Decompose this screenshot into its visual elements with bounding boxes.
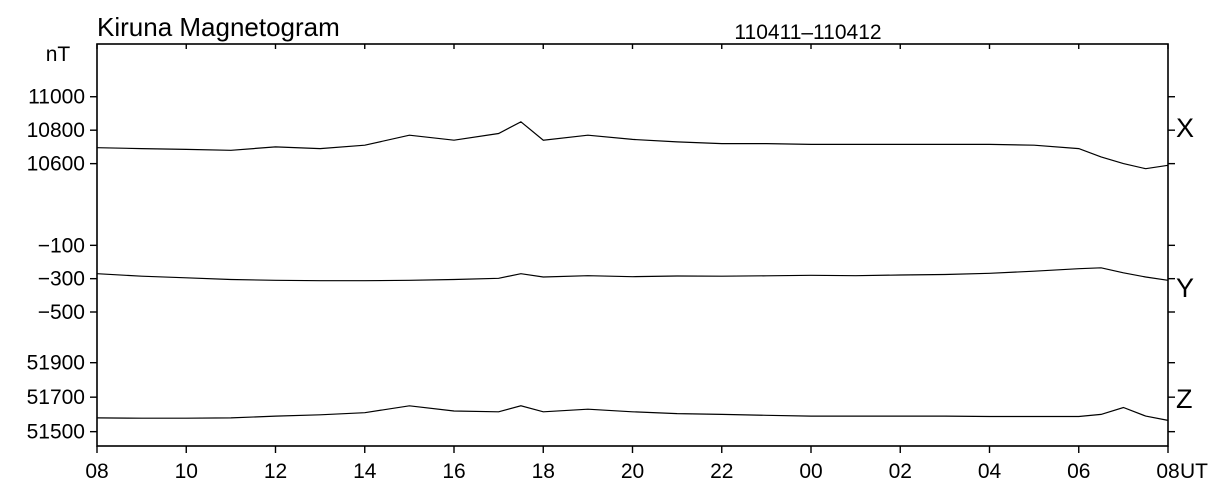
- y-tick-label: 10800: [27, 119, 85, 142]
- series-line-x: [96, 121, 1169, 170]
- panels: 106001080011000X−500−300−100Y51500517005…: [27, 86, 1194, 444]
- x-tick-label: 20: [621, 460, 644, 483]
- x-tick-label: 06: [1067, 460, 1090, 483]
- x-tick-label: 08: [85, 460, 108, 483]
- x-unit-label: UT: [1180, 460, 1208, 483]
- x-tick-label: 02: [889, 460, 912, 483]
- y-tick-label: 51500: [27, 421, 85, 444]
- panel-z: 51500 51700 51900 Z: [27, 352, 1193, 444]
- y-tick-label: 51700: [27, 386, 85, 409]
- y-tick-label: 51900: [27, 352, 85, 375]
- x-tick-label: 10: [175, 460, 198, 483]
- y-tick-label: 10600: [27, 153, 85, 176]
- y-unit-label: nT: [46, 43, 71, 66]
- component-label-z: Z: [1176, 384, 1193, 414]
- series-line-y: [96, 267, 1169, 282]
- panel-x: 10600 10800 11000 X: [27, 86, 1194, 176]
- plot-frame: [96, 43, 1169, 447]
- date-range: 110411–110412: [734, 21, 881, 44]
- x-tick-label: 16: [442, 460, 465, 483]
- y-tick-label: −500: [38, 301, 85, 324]
- component-label-y: Y: [1176, 273, 1194, 303]
- x-tick-label: 00: [799, 460, 822, 483]
- y-tick-label: −100: [38, 234, 85, 257]
- series-line-z: [96, 405, 1169, 421]
- x-tick-label: 12: [264, 460, 287, 483]
- x-axis: 08 10 12 14 16 18 20 22 00 02 04 06 08: [85, 44, 1180, 483]
- x-tick-label: 04: [978, 460, 1002, 483]
- y-tick-label: −300: [38, 268, 85, 291]
- panel-y: −500 −300 −100 Y: [38, 234, 1194, 324]
- x-tick-label: 18: [532, 460, 555, 483]
- chart-title: Kiruna Magnetogram: [97, 12, 340, 42]
- x-tick-label: 22: [710, 460, 733, 483]
- x-tick-label: 14: [353, 460, 377, 483]
- x-tick-label: 08: [1156, 460, 1179, 483]
- y-tick-label: 11000: [28, 86, 85, 109]
- component-label-x: X: [1176, 113, 1194, 143]
